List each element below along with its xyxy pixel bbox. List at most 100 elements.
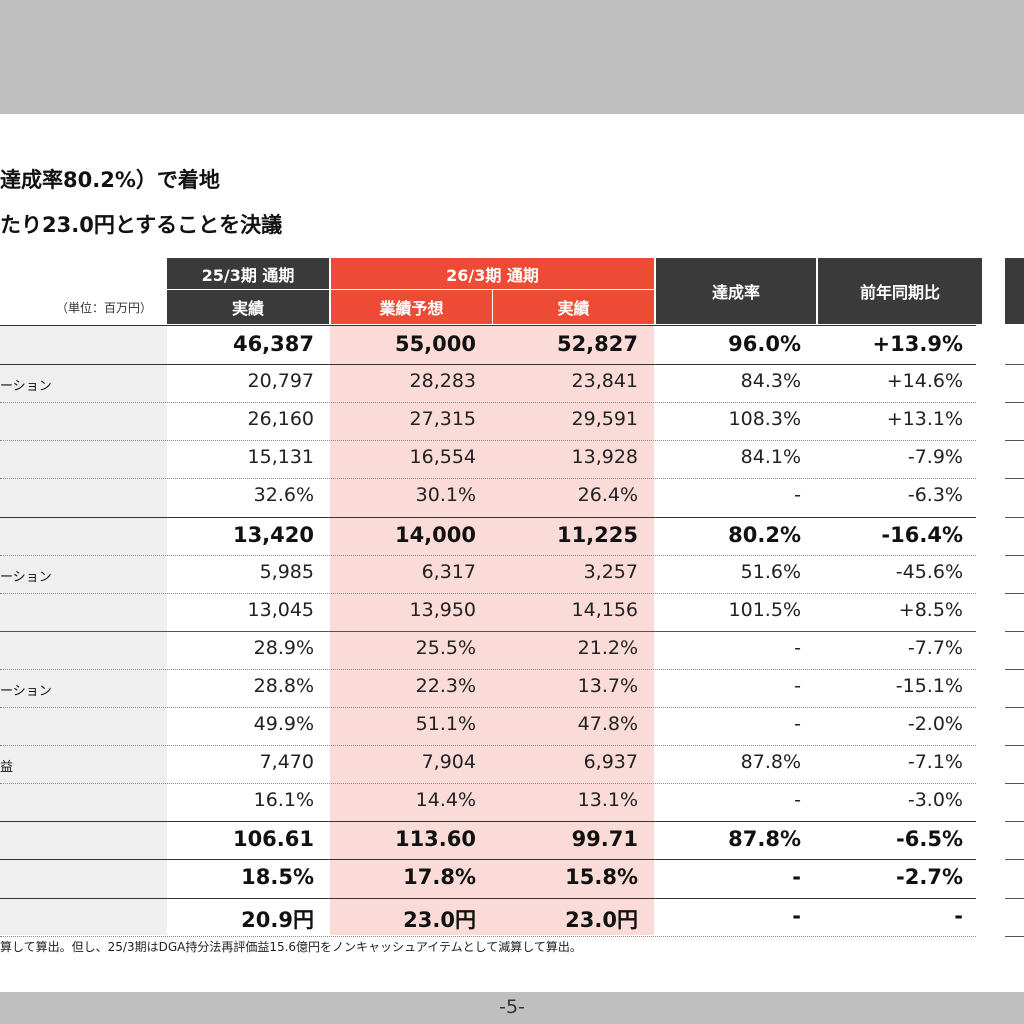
cell-rate: 51.6% bbox=[740, 560, 801, 583]
row-separator-cutoff bbox=[1005, 402, 1024, 403]
cell-yoy: +14.6% bbox=[886, 370, 963, 393]
bottom-banner bbox=[0, 992, 1024, 1024]
cell-prev: 106.61 bbox=[232, 827, 314, 852]
table-top-border bbox=[0, 325, 976, 326]
cell-yoy: -15.1% bbox=[895, 674, 963, 697]
cell-actual: 52,827 bbox=[556, 332, 638, 356]
row-label: ーション bbox=[0, 683, 52, 699]
row-separator-cutoff bbox=[1005, 783, 1024, 784]
header-prev-actual: 実績 bbox=[167, 290, 329, 324]
cell-rate: - bbox=[794, 674, 801, 697]
row-separator bbox=[0, 783, 976, 784]
cell-actual: 13.1% bbox=[577, 789, 638, 812]
cell-actual: 13.7% bbox=[577, 674, 638, 697]
cell-forecast: 14.4% bbox=[415, 789, 476, 812]
cell-prev: 20,797 bbox=[247, 370, 314, 393]
cell-forecast: 13,950 bbox=[409, 598, 476, 621]
row-label: 益 bbox=[0, 760, 14, 776]
cell-actual: 15.8% bbox=[565, 865, 638, 890]
cell-forecast: 28,283 bbox=[409, 370, 476, 393]
row-separator-cutoff bbox=[1005, 593, 1024, 594]
cell-forecast: 113.60 bbox=[394, 827, 476, 852]
cell-actual: 3,257 bbox=[583, 560, 638, 583]
cell-prev: 26,160 bbox=[247, 408, 314, 431]
headline-1: 達成率80.2%）で着地 bbox=[0, 168, 220, 192]
cell-forecast: 25.5% bbox=[415, 636, 476, 659]
row-separator bbox=[0, 593, 976, 594]
header-achievement: 達成率 bbox=[656, 258, 816, 324]
cell-prev: 13,045 bbox=[247, 598, 314, 621]
row-separator-cutoff bbox=[1005, 821, 1024, 822]
cell-yoy: - bbox=[954, 903, 963, 928]
cell-forecast: 22.3% bbox=[415, 674, 476, 697]
cell-yoy: -2.0% bbox=[907, 713, 963, 735]
cell-rate: - bbox=[794, 636, 801, 659]
cell-prev: 5,985 bbox=[259, 560, 314, 583]
cell-forecast: 7,904 bbox=[421, 751, 476, 774]
row-separator bbox=[0, 859, 976, 860]
cell-actual: 23,841 bbox=[571, 370, 638, 393]
cell-prev: 7,470 bbox=[259, 751, 314, 774]
current-period-highlight bbox=[330, 325, 654, 935]
row-separator-cutoff bbox=[1005, 669, 1024, 670]
cell-forecast: 30.1% bbox=[415, 484, 476, 507]
footnote: 算して算出。但し、25/3期はDGA持分法再評価益15.6億円をノンキャッシュア… bbox=[0, 940, 582, 954]
row-separator-cutoff bbox=[1005, 631, 1024, 632]
row-separator-cutoff bbox=[1005, 936, 1024, 937]
cell-prev: 18.5% bbox=[241, 865, 314, 890]
row-separator-cutoff bbox=[1005, 364, 1024, 365]
row-separator-cutoff bbox=[1005, 745, 1024, 746]
row-separator-cutoff bbox=[1005, 440, 1024, 441]
cell-forecast: 14,000 bbox=[394, 522, 476, 547]
cell-prev: 13,420 bbox=[232, 522, 314, 547]
cell-forecast: 51.1% bbox=[415, 713, 476, 735]
headline-2: たり23.0円とすることを決議 bbox=[0, 213, 283, 237]
cell-rate: 87.8% bbox=[728, 827, 801, 852]
row-separator bbox=[0, 517, 976, 518]
cell-prev: 15,131 bbox=[247, 446, 314, 469]
row-separator-cutoff bbox=[1005, 707, 1024, 708]
cell-forecast: 17.8% bbox=[403, 865, 476, 890]
cell-rate: - bbox=[792, 865, 801, 890]
row-label: ーション bbox=[0, 379, 52, 395]
cell-yoy: -7.7% bbox=[907, 636, 963, 659]
row-separator bbox=[0, 631, 976, 632]
row-separator bbox=[0, 669, 976, 670]
cell-yoy: -2.7% bbox=[896, 865, 963, 890]
header-cur-period: 26/3期 通期 bbox=[331, 258, 654, 289]
row-separator-cutoff bbox=[1005, 859, 1024, 860]
row-separator-cutoff bbox=[1005, 517, 1024, 518]
cell-yoy: -7.1% bbox=[907, 751, 963, 774]
cell-forecast: 55,000 bbox=[394, 332, 476, 356]
cell-prev: 49.9% bbox=[253, 713, 314, 735]
row-separator bbox=[0, 936, 976, 937]
cell-prev: 28.9% bbox=[253, 636, 314, 659]
cell-actual: 99.71 bbox=[571, 827, 638, 852]
cell-forecast: 6,317 bbox=[421, 560, 476, 583]
row-separator bbox=[0, 364, 976, 365]
row-separator bbox=[0, 478, 976, 479]
cell-yoy: -7.9% bbox=[907, 446, 963, 469]
row-separator bbox=[0, 898, 976, 899]
cell-yoy: -16.4% bbox=[881, 522, 963, 547]
cell-actual: 11,225 bbox=[556, 522, 638, 547]
row-label: ーション bbox=[0, 569, 52, 585]
cell-rate: 84.1% bbox=[740, 446, 801, 469]
cell-rate: 108.3% bbox=[728, 408, 801, 431]
cell-forecast: 16,554 bbox=[409, 446, 476, 469]
cell-yoy: -45.6% bbox=[895, 560, 963, 583]
cell-actual: 26.4% bbox=[577, 484, 638, 507]
label-column-bg bbox=[0, 325, 167, 935]
row-separator bbox=[0, 707, 976, 708]
header-prev-period: 25/3期 通期 bbox=[167, 258, 329, 289]
row-separator bbox=[0, 440, 976, 441]
cell-actual: 47.8% bbox=[577, 713, 638, 735]
cell-yoy: -6.3% bbox=[907, 484, 963, 507]
cell-yoy: +13.1% bbox=[886, 408, 963, 431]
cell-rate: 84.3% bbox=[740, 370, 801, 393]
cell-rate: - bbox=[794, 789, 801, 812]
cell-yoy: +8.5% bbox=[898, 598, 963, 621]
cell-rate: - bbox=[794, 484, 801, 507]
cell-actual: 14,156 bbox=[571, 598, 638, 621]
cell-prev: 28.8% bbox=[253, 674, 314, 697]
